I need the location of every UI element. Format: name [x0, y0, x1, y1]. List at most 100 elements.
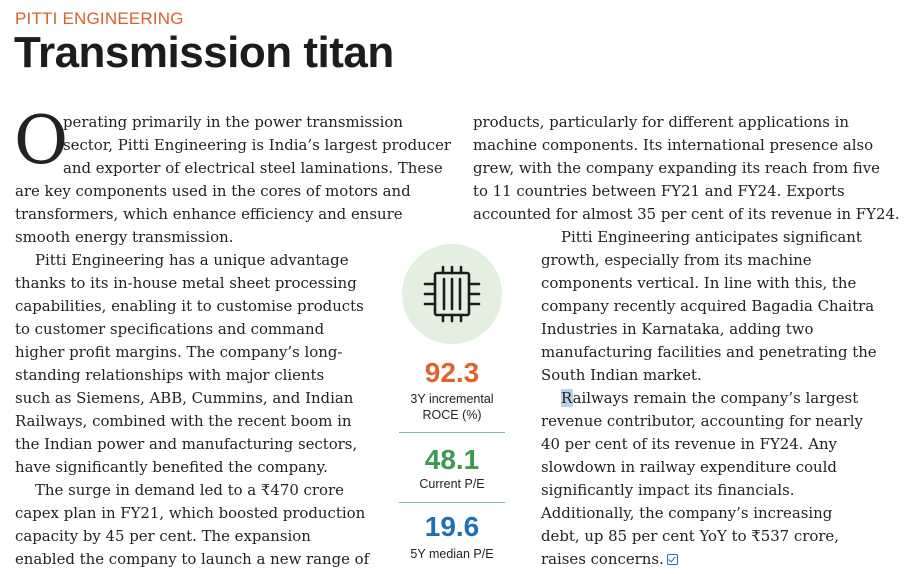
right-bottom-line: South Indian market.: [541, 364, 913, 387]
line-text: higher profit margins. The company’s lon…: [15, 343, 343, 361]
line-text: sector, Pitti Engineering is India’s lar…: [63, 136, 451, 154]
line-text: perating primarily in the power transmis…: [63, 113, 403, 131]
right-bottom-line: significantly impact its financials.: [541, 479, 913, 502]
stat-value: 92.3: [424, 357, 480, 388]
stat-divider: [399, 432, 505, 433]
line-text: Additionally, the company’s increasing: [541, 504, 833, 522]
line-text: raises concerns.: [541, 550, 664, 568]
left-column-line: capex plan in FY21, which boosted produc…: [15, 502, 395, 525]
right-bottom-line: company recently acquired Bagadia Chaitr…: [541, 295, 913, 318]
left-column-line: enabled the company to launch a new rang…: [15, 548, 395, 571]
line-text: are key components used in the cores of …: [15, 182, 411, 200]
line-text: Pitti Engineering has a unique advantage: [35, 251, 349, 269]
left-column-line: smooth energy transmission.: [15, 226, 395, 249]
electrical-steel-lamination-icon: [423, 265, 481, 323]
right-bottom-line: components vertical. In line with this, …: [541, 272, 913, 295]
right-top-line: products, particularly for different app…: [473, 111, 913, 134]
line-text: accounted for almost 35 per cent of its …: [473, 205, 900, 223]
left-column-line: perating primarily in the power transmis…: [15, 111, 403, 134]
stat-value: 19.6: [424, 511, 480, 542]
stat-value: 48.1: [424, 444, 480, 475]
line-text: The surge in demand led to a ₹470 crore: [35, 481, 344, 499]
line-text: standing relationships with major client…: [15, 366, 325, 384]
left-column-line: Railways, combined with the recent boom …: [15, 410, 395, 433]
right-bottom-line: debt, up 85 per cent YoY to ₹537 crore,: [541, 525, 913, 548]
article-column-left: perating primarily in the power transmis…: [15, 111, 451, 571]
right-bottom-line: revenue contributor, accounting for near…: [541, 410, 913, 433]
line-text: debt, up 85 per cent YoY to ₹537 crore,: [541, 527, 839, 545]
line-text: machine components. Its international pr…: [473, 136, 874, 154]
left-column-line: transformers, which enhance efficiency a…: [15, 203, 403, 226]
right-top-line: grew, with the company expanding its rea…: [473, 157, 913, 180]
section-kicker: PITTI ENGINEERING: [15, 9, 184, 28]
line-text: transformers, which enhance efficiency a…: [15, 205, 403, 223]
line-text: and exporter of electrical steel laminat…: [63, 159, 443, 177]
line-text: have significantly benefited the company…: [15, 458, 328, 476]
left-column-line: Pitti Engineering has a unique advantage: [15, 249, 395, 272]
line-text: to customer specifications and command: [15, 320, 325, 338]
line-text: growth, especially from its machine: [541, 251, 812, 269]
line-text: ailways remain the company’s largest: [572, 389, 859, 407]
line-text: smooth energy transmission.: [15, 228, 234, 246]
left-column-line: standing relationships with major client…: [15, 364, 395, 387]
left-column-line: are key components used in the cores of …: [15, 180, 411, 203]
right-bottom-line: Railways remain the company’s largest: [541, 387, 913, 410]
stat-label: 5Y median P/E: [392, 546, 512, 562]
line-text: to 11 countries between FY21 and FY24. E…: [473, 182, 845, 200]
right-bottom-line: Pitti Engineering anticipates significan…: [541, 226, 913, 249]
line-text: significantly impact its financials.: [541, 481, 795, 499]
left-column-line: The surge in demand led to a ₹470 crore: [15, 479, 395, 502]
right-bottom-line: Industries in Karnataka, adding two: [541, 318, 913, 341]
line-text: Industries in Karnataka, adding two: [541, 320, 814, 338]
right-top-line: accounted for almost 35 per cent of its …: [473, 203, 913, 226]
left-column-line: have significantly benefited the company…: [15, 456, 395, 479]
highlighted-letter: R: [561, 389, 573, 407]
stat-block: 92.3 3Y incremental ROCE (%): [392, 358, 512, 423]
stat-label-line: ROCE (%): [422, 408, 482, 422]
stat-label-line: 5Y median P/E: [410, 547, 494, 561]
line-text: manufacturing facilities and penetrating…: [541, 343, 877, 361]
left-column-line: capacity by 45 per cent. The expansion: [15, 525, 395, 548]
right-bottom-line: 40 per cent of its revenue in FY24. Any: [541, 433, 913, 456]
line-text: Pitti Engineering anticipates significan…: [561, 228, 862, 246]
right-bottom-line: raises concerns.: [541, 548, 913, 571]
left-column-line: the Indian power and manufacturing secto…: [15, 433, 395, 456]
line-text: Railways, combined with the recent boom …: [15, 412, 352, 430]
line-text: such as Siemens, ABB, Cummins, and India…: [15, 389, 354, 407]
line-text: grew, with the company expanding its rea…: [473, 159, 880, 177]
line-text: slowdown in railway expenditure could: [541, 458, 837, 476]
icon-circle: [402, 244, 502, 344]
headline: Transmission titan: [14, 28, 394, 77]
stat-label-line: 3Y incremental: [410, 392, 494, 406]
end-of-article-icon: [666, 554, 678, 565]
article-column-right-top: products, particularly for different app…: [473, 111, 913, 226]
right-top-line: to 11 countries between FY21 and FY24. E…: [473, 180, 913, 203]
left-column-line: to customer specifications and command: [15, 318, 395, 341]
stat-block: 48.1 Current P/E: [392, 445, 512, 492]
line-text: products, particularly for different app…: [473, 113, 850, 131]
right-bottom-line: manufacturing facilities and penetrating…: [541, 341, 913, 364]
left-column-line: higher profit margins. The company’s lon…: [15, 341, 395, 364]
line-text: components vertical. In line with this, …: [541, 274, 857, 292]
line-text: thanks to its in-house metal sheet proce…: [15, 274, 357, 292]
left-column-line: sector, Pitti Engineering is India’s lar…: [15, 134, 451, 157]
line-text: 40 per cent of its revenue in FY24. Any: [541, 435, 837, 453]
left-column-line: and exporter of electrical steel laminat…: [15, 157, 443, 180]
right-bottom-line: growth, especially from its machine: [541, 249, 913, 272]
stat-label-line: Current P/E: [419, 477, 485, 491]
right-bottom-line: Additionally, the company’s increasing: [541, 502, 913, 525]
line-text: the Indian power and manufacturing secto…: [15, 435, 358, 453]
right-bottom-line: slowdown in railway expenditure could: [541, 456, 913, 479]
stat-label: Current P/E: [392, 476, 512, 492]
drop-cap: O: [14, 102, 69, 179]
left-column-line: capabilities, enabling it to customise p…: [15, 295, 395, 318]
stat-block: 19.6 5Y median P/E: [392, 512, 512, 562]
line-text: capabilities, enabling it to customise p…: [15, 297, 364, 315]
article-column-right-bottom: Pitti Engineering anticipates significan…: [541, 226, 913, 571]
stat-divider: [399, 502, 505, 503]
line-text: company recently acquired Bagadia Chaitr…: [541, 297, 875, 315]
line-text: enabled the company to launch a new rang…: [15, 550, 370, 568]
right-top-line: machine components. Its international pr…: [473, 134, 913, 157]
line-text: capex plan in FY21, which boosted produc…: [15, 504, 366, 522]
line-text: revenue contributor, accounting for near…: [541, 412, 863, 430]
